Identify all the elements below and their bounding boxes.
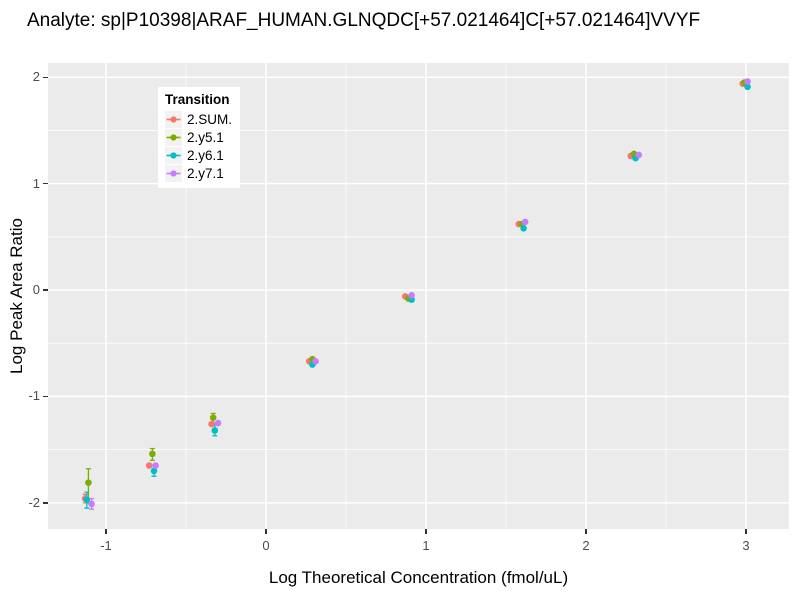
- legend-item-label: 2.y6.1: [187, 147, 224, 163]
- y-tick-mark: [43, 289, 48, 291]
- x-tick-label: 3: [742, 538, 750, 553]
- legend-key-pointrange-icon: [165, 146, 182, 164]
- y-tick-label: 0: [32, 282, 40, 298]
- data-point: [312, 358, 319, 365]
- data-point: [211, 427, 219, 434]
- data-point: [85, 479, 92, 486]
- legend-item-label: 2.SUM.: [187, 111, 233, 127]
- data-point: [88, 500, 95, 508]
- legend-item: 2.SUM.: [165, 110, 232, 128]
- data-point: [635, 151, 643, 159]
- legend-item-label: 2.y7.1: [187, 165, 224, 181]
- x-tick-label: -1: [100, 538, 112, 553]
- chart-canvas: [48, 63, 789, 529]
- y-tick-label: 1: [32, 175, 40, 191]
- legend-item: 2.y6.1: [165, 146, 232, 164]
- x-tick-label: 0: [262, 538, 270, 553]
- x-tick-mark: [745, 529, 747, 534]
- data-point: [744, 78, 751, 85]
- x-tick-label: 2: [582, 538, 590, 553]
- legend-title: Transition: [165, 92, 230, 107]
- data-point: [214, 419, 222, 427]
- legend-item: 2.y7.1: [165, 164, 232, 182]
- legend-key-pointrange-icon: [165, 164, 182, 182]
- data-point: [150, 467, 158, 475]
- data-point: [145, 462, 153, 469]
- legend-key-pointrange-icon: [165, 110, 182, 128]
- y-tick-label: -2: [28, 494, 40, 510]
- data-point: [152, 462, 159, 469]
- data-point: [208, 420, 215, 428]
- y-axis-title-wrap: Log Peak Area Ratio: [6, 63, 28, 529]
- x-tick-label: 1: [422, 538, 430, 553]
- data-point: [209, 414, 217, 422]
- y-tick-mark: [43, 502, 48, 504]
- y-tick-label: -1: [28, 388, 40, 404]
- data-point: [521, 218, 529, 226]
- data-point: [520, 225, 527, 232]
- y-axis-title: Log Peak Area Ratio: [7, 218, 27, 374]
- x-axis-title: Log Theoretical Concentration (fmol/uL): [268, 568, 569, 587]
- legend-key-pointrange-icon: [165, 128, 182, 146]
- x-tick-mark: [585, 529, 587, 534]
- y-tick-mark: [43, 182, 48, 185]
- data-point: [744, 83, 751, 91]
- y-tick-mark: [43, 76, 48, 78]
- x-tick-mark: [265, 529, 267, 534]
- legend-rows: 2.SUM. 2.y5.1 2.y6.1 2.y7.1: [165, 110, 232, 182]
- y-tick-label: 2: [32, 69, 40, 85]
- x-tick-mark: [425, 529, 427, 534]
- x-tick-mark: [105, 529, 107, 534]
- legend: Transition 2.SUM. 2.y5.1 2.y6.1 2.y7.1: [158, 87, 241, 188]
- data-point: [408, 292, 415, 299]
- legend-item: 2.y5.1: [165, 128, 232, 146]
- legend-item-label: 2.y5.1: [187, 129, 224, 145]
- y-tick-mark: [43, 395, 48, 398]
- data-point: [149, 450, 156, 458]
- data-point: [83, 496, 91, 503]
- plot-title: Analyte: sp|P10398|ARAF_HUMAN.GLNQDC[+57…: [27, 10, 701, 31]
